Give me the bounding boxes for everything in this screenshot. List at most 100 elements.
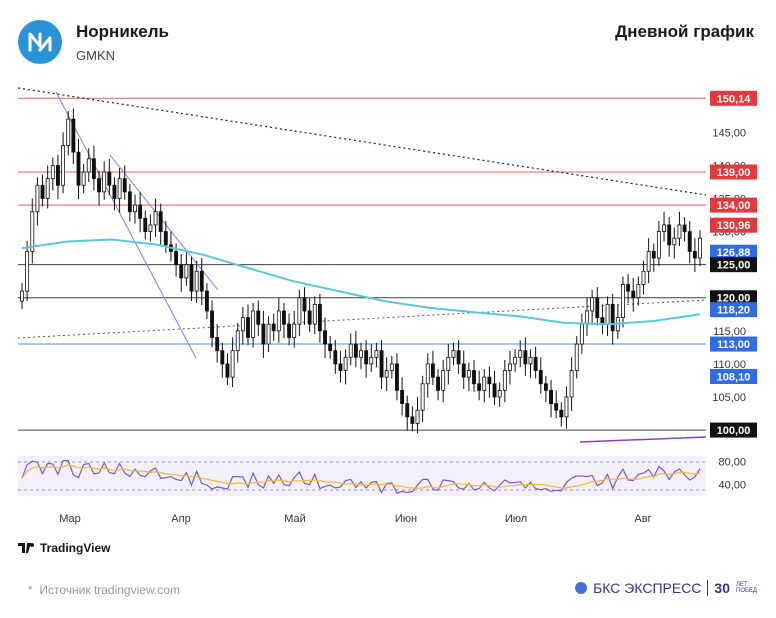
level-tag-label: 100,00 (717, 425, 751, 437)
candle (35, 177, 40, 226)
rsi-tick-label: 80,00 (718, 457, 746, 469)
candle (662, 211, 666, 242)
candle-body (425, 363, 430, 385)
candle-body (76, 151, 81, 186)
candle (456, 340, 461, 374)
candle-body (282, 310, 286, 325)
candle-body (585, 310, 589, 325)
candle (338, 350, 343, 383)
candle-body (338, 363, 343, 371)
candle-body (564, 396, 569, 418)
candle (359, 342, 363, 370)
candle-body (590, 297, 595, 312)
candle (297, 289, 302, 337)
candle (184, 251, 189, 286)
candle-body (518, 350, 523, 358)
candle-body (35, 184, 40, 213)
candle-body (117, 178, 122, 199)
candle-body (204, 290, 209, 312)
candle (91, 145, 96, 191)
level-tag (710, 368, 757, 384)
candle-body (56, 165, 60, 186)
candle (158, 203, 163, 246)
candle (45, 165, 50, 209)
candle (343, 349, 348, 385)
candle-body (682, 224, 687, 232)
candle-body (610, 303, 615, 332)
source-text: Источник tradingview.com (39, 583, 180, 597)
candle-body (605, 303, 610, 325)
y-tick-label: 115,00 (713, 326, 746, 338)
candle (497, 382, 502, 407)
level-tag (710, 217, 757, 233)
candle-body (287, 323, 292, 338)
candle (687, 220, 692, 264)
nornickel-logo-icon (18, 20, 62, 64)
candle (656, 220, 661, 266)
company-title: Норникель (76, 22, 169, 41)
candle-body (102, 171, 107, 193)
candle-body (179, 264, 184, 279)
candle (451, 342, 456, 366)
candle (148, 214, 153, 242)
candle (292, 310, 297, 348)
candle-body (420, 383, 425, 411)
level-tag (710, 197, 757, 213)
candle-body (20, 290, 24, 302)
candle (127, 183, 132, 222)
candle (420, 375, 425, 423)
candle-body (410, 416, 415, 424)
candle (143, 210, 148, 240)
trend-line-dotted (17, 87, 707, 196)
candle (369, 344, 374, 372)
candle (61, 132, 66, 194)
x-tick-label: Июл (505, 513, 527, 525)
candle-body (112, 184, 117, 199)
candle-body (395, 363, 399, 391)
candle (282, 303, 286, 339)
candle-body (656, 231, 661, 259)
y-tick-label: 110,00 (713, 359, 746, 371)
candle-body (559, 409, 564, 418)
candle (389, 355, 394, 379)
candle (210, 300, 214, 348)
candle-body (61, 145, 66, 186)
level-tag (710, 164, 757, 180)
candle-body (595, 297, 600, 318)
candle-body (513, 356, 518, 365)
candle-body (230, 350, 235, 378)
brand-years-sub: ЛЕТ ПОБЕД (736, 582, 757, 594)
candle-body (86, 158, 91, 173)
candle (518, 340, 523, 368)
level-tag-label: 134,00 (717, 200, 751, 212)
candle (81, 164, 86, 194)
tradingview-icon (18, 543, 34, 553)
candle-body (508, 363, 512, 371)
candle-body (302, 297, 307, 312)
candle (513, 349, 518, 372)
bcs-brand-label: БКС ЭКСПРЕСС (593, 580, 702, 596)
candle-body (692, 251, 697, 259)
candle (651, 243, 656, 272)
candle (379, 340, 384, 390)
candle-body (81, 171, 86, 186)
candle-body (472, 370, 476, 385)
candle-body (374, 350, 379, 358)
candle-body (646, 251, 651, 272)
candle-body (446, 356, 451, 371)
candle-body (477, 383, 482, 391)
candle (564, 386, 569, 429)
candle (287, 313, 292, 346)
rsi-line (21, 460, 701, 494)
candle (333, 340, 338, 374)
candle (621, 276, 625, 328)
level-tag (710, 422, 757, 438)
candle-body (405, 403, 410, 418)
candle (133, 194, 137, 224)
candle-body (333, 350, 338, 365)
candle-body (466, 370, 471, 378)
candle-body (651, 251, 656, 259)
candle-body (369, 356, 374, 365)
candle (307, 297, 312, 333)
candle (667, 217, 672, 257)
